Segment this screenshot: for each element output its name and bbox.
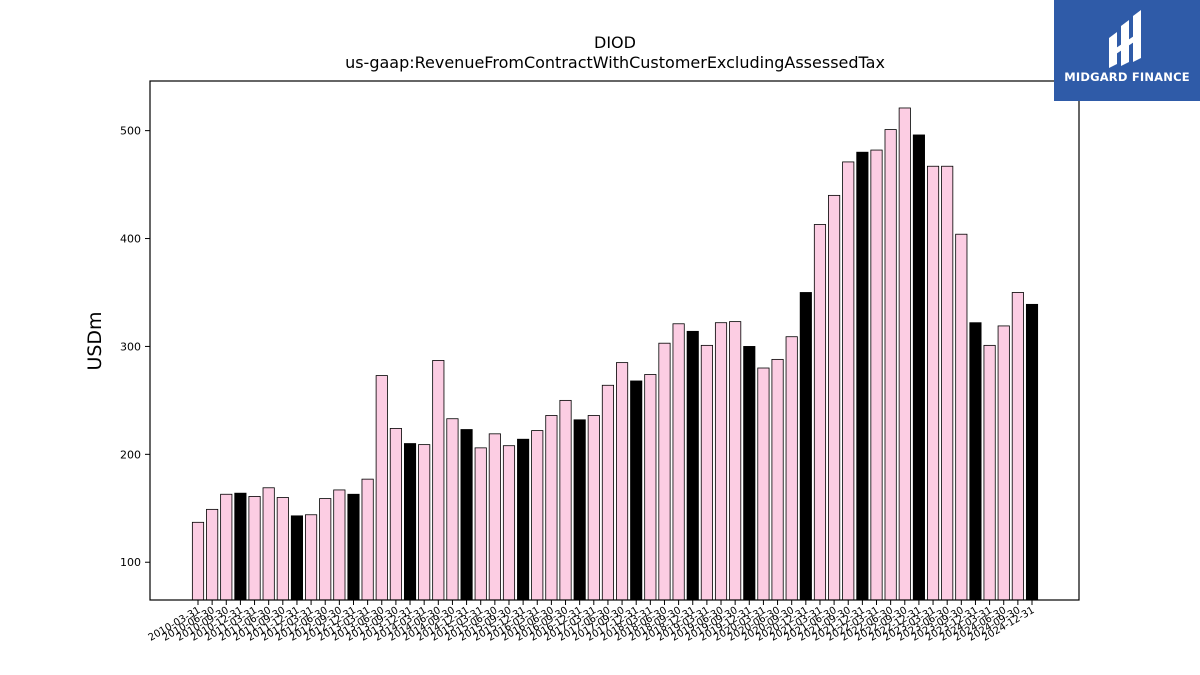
bar [771,358,784,601]
bar [898,107,911,601]
bar [658,342,671,601]
bar [969,322,982,601]
y-tick-label: 500 [120,125,141,138]
bar [743,346,756,601]
y-tick-label: 100 [120,556,141,569]
bar [983,344,996,601]
bar [757,367,770,601]
bar [474,447,487,601]
bar [884,129,897,601]
bar [531,430,544,601]
brand-name: MIDGARD FINANCE [1064,70,1190,84]
bar [276,497,289,601]
chart-title: DIOD [594,33,636,52]
bar [573,419,586,601]
bar [997,325,1010,601]
bar [460,429,473,601]
bar [305,514,318,601]
bar [545,415,558,601]
bar [644,374,657,601]
bar [941,165,954,601]
bar [729,321,742,601]
chart-subtitle: us-gaap:RevenueFromContractWithCustomerE… [345,53,885,72]
bar [347,493,360,601]
plot-frame [149,80,1080,601]
bar [630,380,643,601]
bar [446,418,459,601]
bar [191,521,205,601]
bar [389,428,402,601]
bar [870,149,883,601]
bar [333,489,346,601]
bar [672,323,685,601]
bar [799,292,812,601]
bar [517,438,530,601]
bar [319,498,332,601]
bar [785,336,798,601]
bar [432,360,445,601]
bar [206,508,219,601]
bar [601,384,614,601]
bar [234,492,247,601]
bar [587,415,600,601]
bar [262,487,275,601]
bar [488,433,501,601]
y-tick-label: 200 [120,448,141,461]
bar [955,233,968,601]
bar [1011,292,1024,601]
bar [418,444,431,601]
midgard-logo-icon [1109,10,1141,68]
bar [616,362,629,601]
bar [290,515,304,601]
bar [686,330,699,601]
y-axis-label: USDm [84,311,106,370]
bar [856,151,869,601]
bar [714,322,728,601]
bar [559,399,572,601]
bar [912,134,925,601]
bar [700,344,713,601]
plot-area: 2010-03-312010-06-302010-09-302010-12-31… [120,107,1039,644]
bar [813,224,827,601]
bar [1025,303,1039,601]
bar [842,161,855,601]
bar [828,194,841,601]
bar [220,493,233,601]
brand-logo: MIDGARD FINANCE [1054,0,1200,101]
bar [927,165,940,601]
bar [375,375,388,601]
bar [248,496,261,601]
bar [403,443,417,601]
y-tick-label: 400 [120,233,141,246]
bar [502,445,516,601]
bar [361,478,374,601]
y-tick-label: 300 [120,340,141,353]
